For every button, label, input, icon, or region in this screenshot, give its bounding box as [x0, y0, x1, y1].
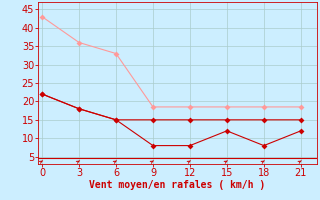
X-axis label: Vent moyen/en rafales ( km/h ): Vent moyen/en rafales ( km/h )	[90, 180, 266, 190]
